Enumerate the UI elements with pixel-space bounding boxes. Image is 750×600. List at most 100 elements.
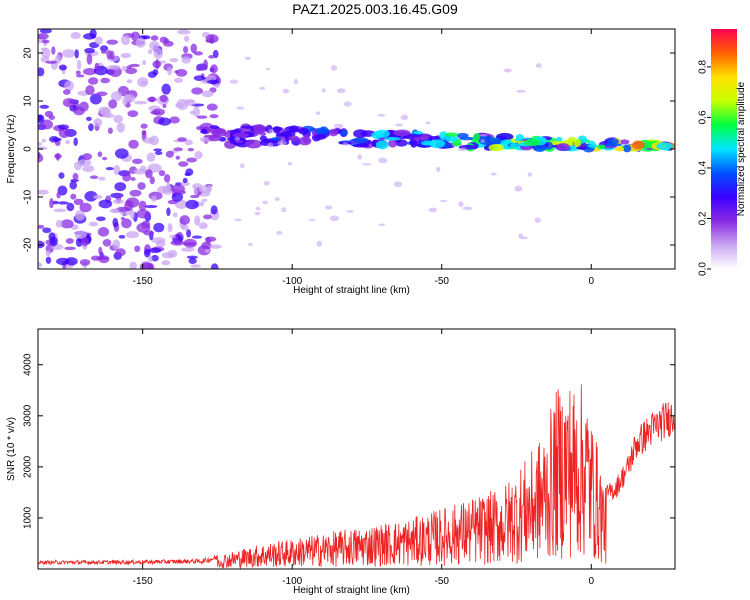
spectrogram-cell: [38, 67, 45, 77]
spectrogram-cell: [41, 138, 46, 143]
spectrogram-cell: [185, 199, 199, 210]
spectrogram-cell: [371, 131, 384, 139]
spectrogram-cell: [114, 182, 127, 192]
x-tick-label: -100: [282, 276, 302, 287]
spectrogram-cell: [146, 152, 156, 163]
spectrogram-cell: [180, 181, 190, 187]
colorbar-tick-label: 0.2: [698, 211, 709, 225]
spectrogram-cell: [135, 37, 146, 48]
spectrogram-cell: [201, 90, 214, 98]
spectrogram-cell: [108, 99, 118, 109]
spectrogram-cell: [211, 128, 227, 137]
spectrogram-cell: [69, 180, 78, 190]
spectrogram-cell: [145, 169, 153, 179]
spectrogram-cell: [85, 116, 92, 121]
spectrogram-cell: [62, 89, 71, 95]
spectrogram-cell: [149, 41, 160, 50]
spectrogram-cell: [153, 222, 165, 233]
spectrogram-cell: [473, 132, 481, 142]
spectrogram-cell: [614, 146, 625, 152]
y-tick-label: 3000: [23, 404, 34, 427]
spectrogram-cell: [38, 114, 45, 124]
spectrogram-cell: [420, 133, 429, 141]
spectrogram-cell: [181, 56, 191, 64]
spectrogram-cell: [41, 39, 50, 44]
spectrogram-cell: [194, 215, 201, 226]
spectrogram-cell: [94, 36, 103, 45]
spectrogram-cell: [65, 238, 74, 244]
spectrogram-cell: [198, 222, 208, 230]
spectrogram-cell: [76, 59, 82, 70]
spectrogram-cell: [129, 189, 142, 197]
spectrogram-cell: [604, 143, 623, 147]
spectrogram-cell: [154, 151, 163, 156]
spectrogram-cell: [38, 224, 45, 229]
colorbar-tick-label: 0.0: [698, 262, 709, 276]
spectrogram-cell: [189, 194, 200, 199]
spectrogram-cell: [375, 140, 389, 150]
spectrogram-cell: [142, 60, 147, 66]
y-tick-label: 1000: [23, 506, 34, 529]
spectrogram-cell: [129, 261, 137, 269]
spectrogram-cell: [53, 208, 67, 213]
spectrogram-cell: [229, 79, 239, 84]
spectrogram-cell: [240, 163, 245, 169]
y-tick-label: -10: [23, 189, 34, 204]
spectrogram-cell: [100, 50, 108, 54]
spectrogram-cell: [321, 88, 326, 93]
spectrogram-cell: [57, 124, 70, 130]
spectrogram-cell: [136, 222, 151, 233]
spectrogram-cell: [129, 63, 141, 68]
spectrogram-cell: [459, 136, 474, 141]
spectrogram-cell: [142, 137, 155, 144]
spectrogram-cell: [52, 137, 62, 142]
spectrogram-cell: [535, 63, 542, 68]
spectrogram-cell: [268, 128, 274, 134]
spectrogram-cell: [175, 199, 188, 209]
spectrogram-cell: [206, 79, 220, 84]
spectrogram-cell: [105, 167, 114, 171]
spectrogram-cell: [39, 104, 50, 109]
spectrogram-cell: [184, 139, 193, 146]
spectrogram-cell: [263, 180, 270, 186]
spectrogram-cell: [73, 198, 84, 206]
spectrogram-cell: [436, 166, 441, 173]
spectrogram-cell: [175, 103, 184, 108]
spectrogram-cell: [65, 257, 78, 266]
spectrogram-cell: [126, 79, 133, 84]
spectrogram-cell: [165, 150, 174, 158]
spectrogram-cell: [143, 248, 151, 258]
spectrogram-cell: [98, 176, 106, 181]
spectrogram-cell: [324, 205, 333, 210]
spectrogram-cell: [70, 193, 77, 200]
x-axis-label: Height of straight line (km): [293, 585, 410, 596]
spectrogram-cell: [355, 143, 369, 147]
spectrogram-cell: [82, 153, 92, 161]
spectrogram-cell: [178, 161, 189, 167]
spectrogram-cell: [157, 185, 169, 194]
spectrogram-cell: [183, 45, 189, 54]
spectrogram-cell: [38, 153, 44, 163]
x-tick-label: -150: [133, 576, 153, 587]
x-tick-label: -150: [133, 276, 153, 287]
spectrogram-cell: [193, 106, 200, 118]
spectrogram-cell: [200, 128, 208, 134]
x-tick-label: -100: [282, 576, 302, 587]
spectrogram-cell: [336, 88, 346, 94]
spectrogram-cell: [378, 157, 388, 164]
spectrogram-cell: [293, 78, 299, 85]
spectrogram-cell: [55, 219, 63, 228]
spectrogram-cell: [206, 184, 212, 193]
spectrogram-cell: [161, 83, 171, 95]
spectrogram-cell: [98, 246, 103, 255]
spectrogram-blobs: [38, 29, 675, 269]
spectrogram-cell: [102, 113, 115, 119]
spectrogram-cell: [84, 47, 95, 54]
spectrogram-cell: [556, 143, 570, 151]
spectrogram-cell: [527, 172, 533, 177]
spectrogram-cell: [100, 77, 111, 84]
spectrogram-cell: [186, 229, 192, 238]
spectrogram-cell: [184, 100, 196, 106]
spectrogram-cell: [329, 215, 340, 221]
spectrogram-cell: [210, 263, 219, 269]
